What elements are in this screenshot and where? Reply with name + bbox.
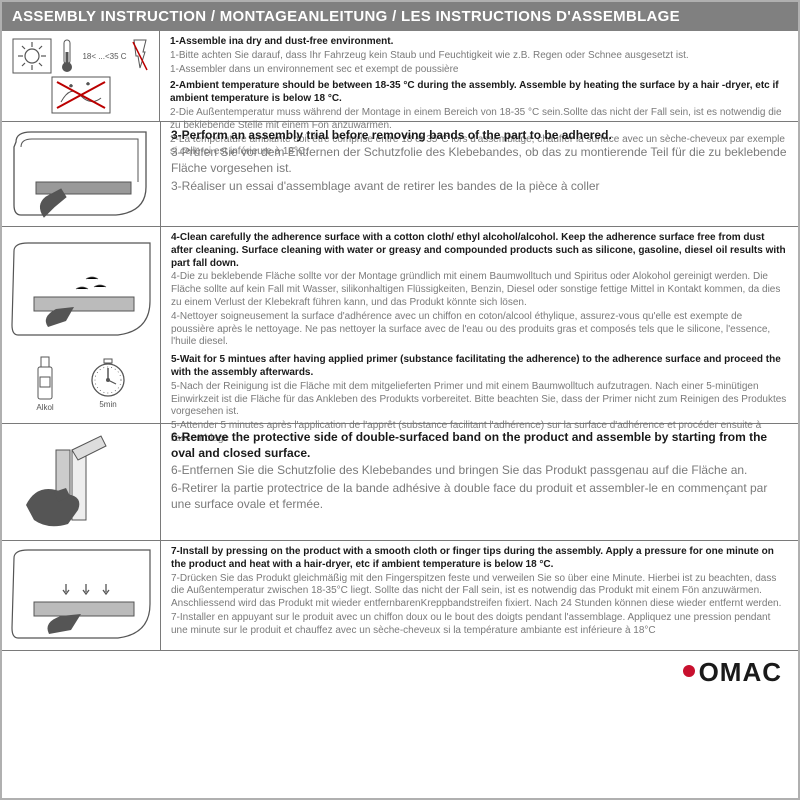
s3-fr: 3-Réaliser un essai d'assemblage avant d… <box>171 178 788 194</box>
step-3: 3-Perform an assembly trial before remov… <box>2 122 798 227</box>
step-7: 7-Install by pressing on the product wit… <box>2 541 798 651</box>
step45-text: 4-Clean carefully the adherence surface … <box>161 227 798 423</box>
s4-fr: 4-Nettoyer soigneusement la surface d'ad… <box>171 311 788 349</box>
sun-icon <box>12 38 52 74</box>
timer-label: 5min <box>86 400 130 409</box>
step6-illustration <box>2 424 161 540</box>
s7-fr: 7-Installer en appuyant sur le produit a… <box>171 612 788 638</box>
title-bar: ASSEMBLY INSTRUCTION / MONTAGEANLEITUNG … <box>2 2 798 31</box>
s2-en: 2-Ambient temperature should be between … <box>170 80 788 106</box>
s6-de: 6-Entfernen Sie die Schutzfolie des Kleb… <box>171 462 788 478</box>
s5-en: 5-Wait for 5 mintues after having applie… <box>171 354 788 380</box>
s3-de: 3-Prüfen Sie vor dem Entfernen der Schut… <box>171 144 788 176</box>
s3-en: 3-Perform an assembly trial before remov… <box>171 127 788 143</box>
s5-de: 5-Nach der Reinigung ist die Fläche mit … <box>171 381 788 419</box>
step3-illustration <box>2 122 161 226</box>
press-install-icon <box>6 546 156 646</box>
s1-de: 1-Bitte achten Sie darauf, dass Ihr Fahr… <box>170 50 788 63</box>
step1-illustration: 18< ...<35 C <box>2 31 160 121</box>
door-sill-icon <box>6 127 156 222</box>
footer: OMAC <box>2 651 798 692</box>
icicle-icon <box>131 38 149 74</box>
logo-dot-icon <box>683 665 695 677</box>
no-water-icon <box>51 76 111 114</box>
s4-en: 4-Clean carefully the adherence surface … <box>171 232 788 270</box>
thermometer-icon <box>56 38 78 74</box>
s6-en: 6-Remove the protective side of double-s… <box>171 429 788 461</box>
step45-illustration: Alkol 5min <box>2 227 161 423</box>
step3-text: 3-Perform an assembly trial before remov… <box>161 122 798 226</box>
s7-de: 7-Drücken Sie das Produkt gleichmäßig mi… <box>171 573 788 611</box>
s4-de: 4-Die zu beklebende Fläche sollte vor de… <box>171 271 788 309</box>
clean-surface-icon <box>6 239 156 349</box>
peel-tape-icon <box>6 430 156 535</box>
step7-text: 7-Install by pressing on the product wit… <box>161 541 798 650</box>
step-1-2: 18< ...<35 C 1-Assemble ina dry and dus <box>2 31 798 122</box>
step-6: 6-Remove the protective side of double-s… <box>2 424 798 541</box>
step1-2-text: 1-Assemble ina dry and dust-free environ… <box>160 31 798 121</box>
s6-fr: 6-Retirer la partie protectrice de la ba… <box>171 480 788 512</box>
title-text: ASSEMBLY INSTRUCTION / MONTAGEANLEITUNG … <box>12 8 680 25</box>
step6-text: 6-Remove the protective side of double-s… <box>161 424 798 540</box>
assembly-instruction-sheet: ASSEMBLY INSTRUCTION / MONTAGEANLEITUNG … <box>0 0 800 800</box>
temp-label: 18< ...<35 C <box>82 52 126 61</box>
brand-logo: OMAC <box>699 657 782 688</box>
step-4-5: Alkol 5min 4 <box>2 227 798 424</box>
step7-illustration <box>2 541 161 650</box>
s1-fr: 1-Assembler dans un environnement sec et… <box>170 64 788 77</box>
s7-en: 7-Install by pressing on the product wit… <box>171 546 788 572</box>
timer-icon <box>86 356 130 400</box>
alcohol-bottle-icon <box>32 353 58 403</box>
s1-en: 1-Assemble ina dry and dust-free environ… <box>170 36 788 49</box>
bottle-label: Alkol <box>32 403 58 412</box>
